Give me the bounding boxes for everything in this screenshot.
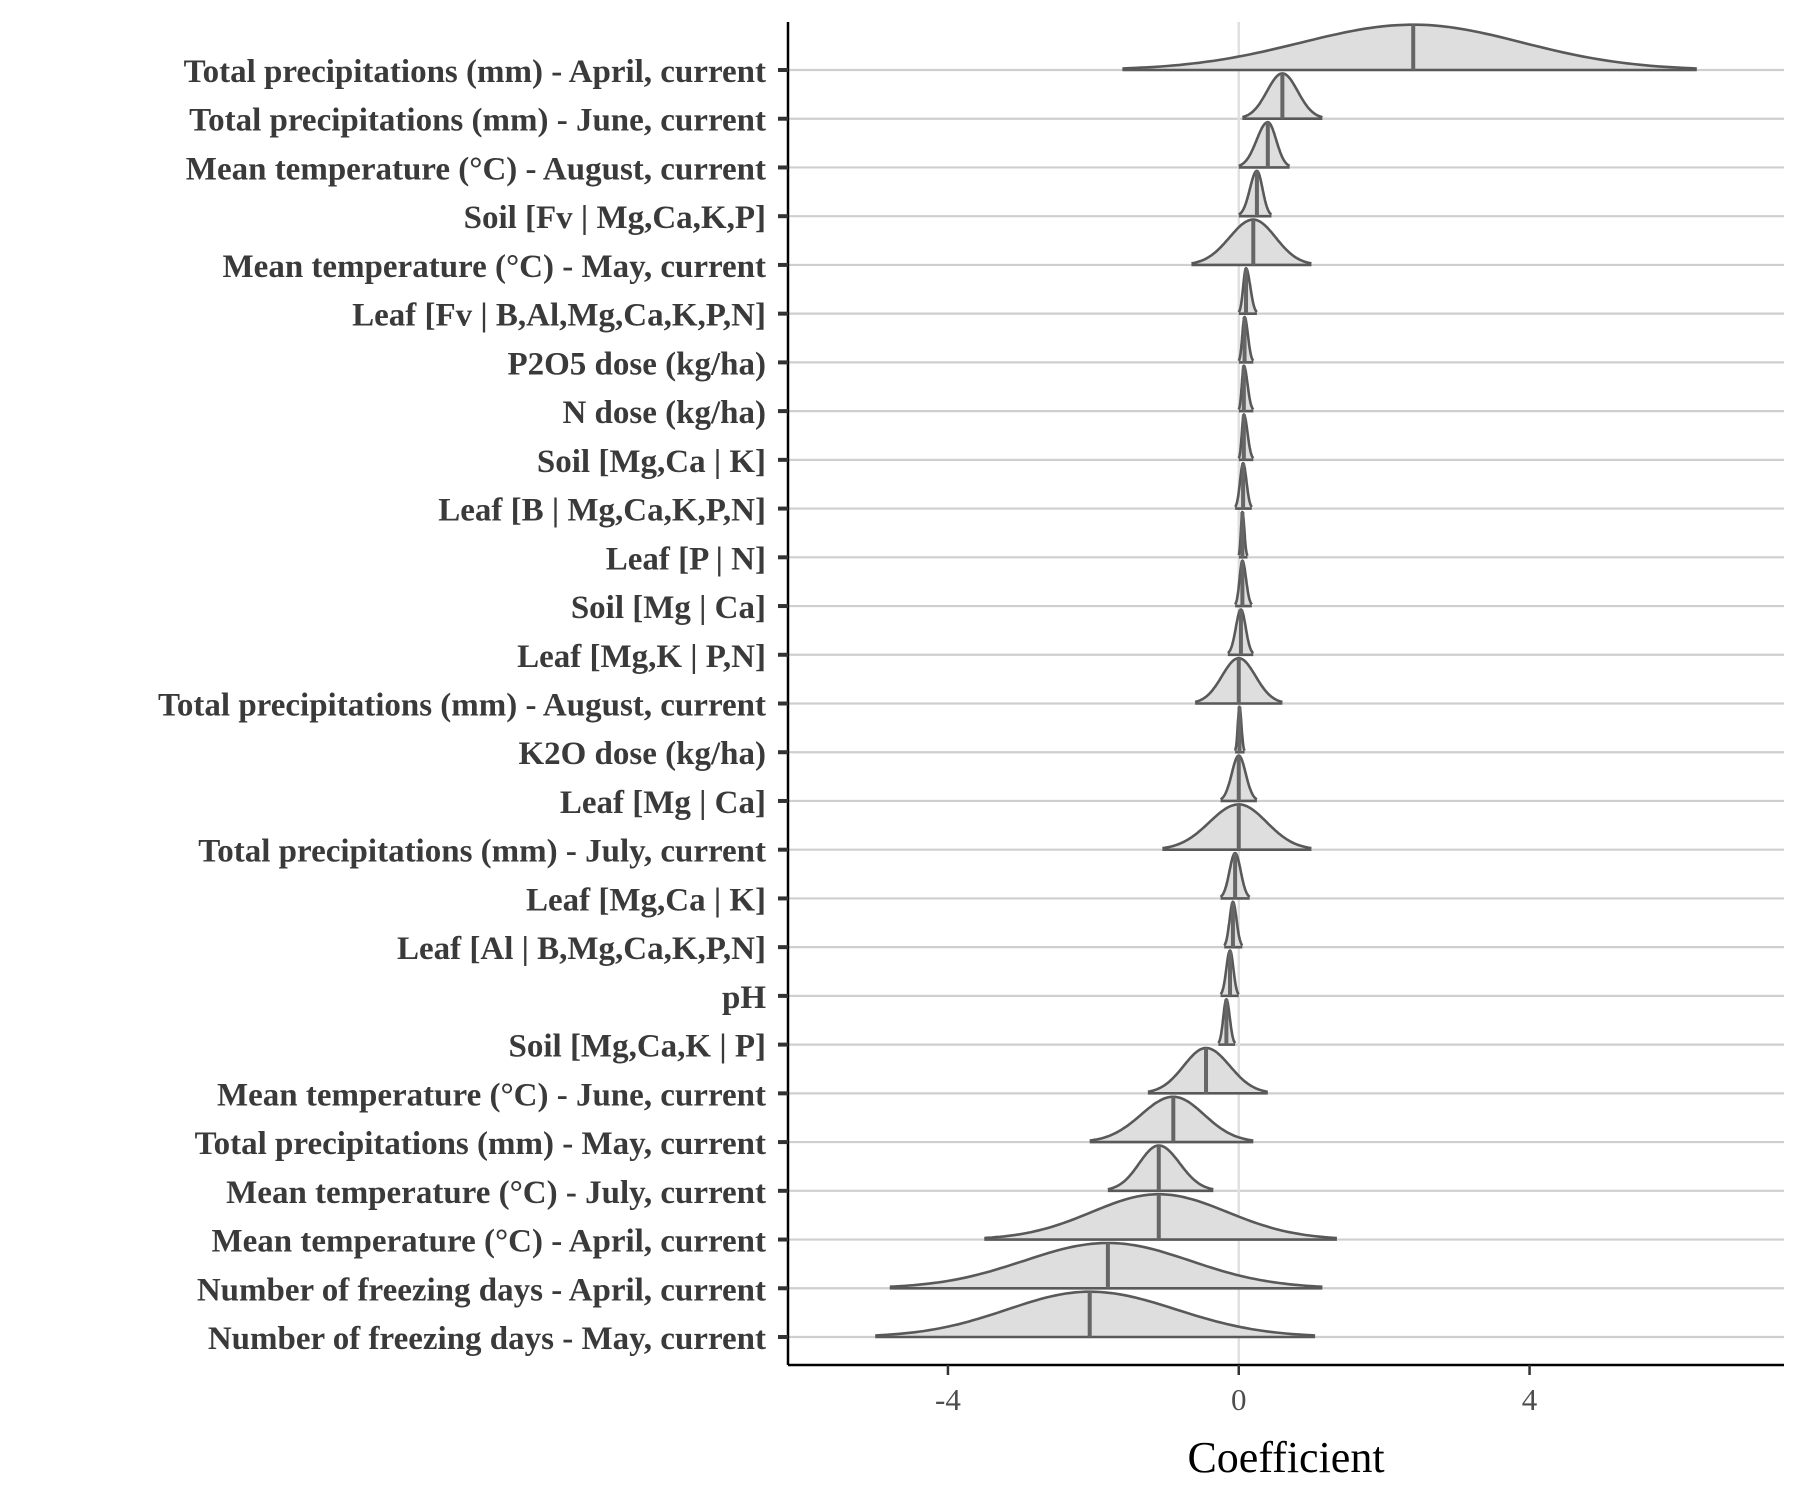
ridge-outline-17 — [1219, 851, 1251, 898]
ridge-outline-8 — [1237, 412, 1255, 460]
x-axis-ticks: -4 0 4 — [935, 1365, 1538, 1417]
y-label-7: N dose (kg/ha) — [562, 395, 766, 431]
ridge-outline-7 — [1237, 364, 1255, 411]
axes-layer — [786, 22, 1784, 1367]
ridge-outline-0 — [1122, 23, 1697, 70]
ridge-fill-26 — [875, 1291, 1316, 1337]
y-label-22: Total precipitations (mm) - May, current — [195, 1126, 766, 1162]
x-axis-title: Coefficient — [1187, 1433, 1384, 1482]
y-label-9: Leaf [B | Mg,Ca,K,P,N] — [438, 493, 766, 529]
y-label-16: Total precipitations (mm) - July, curren… — [198, 834, 766, 870]
y-label-14: K2O dose (kg/ha) — [518, 736, 766, 772]
y-label-20: Soil [Mg,Ca,K | P] — [509, 1029, 767, 1065]
y-label-24: Mean temperature (°C) - April, current — [212, 1224, 767, 1260]
y-label-4: Mean temperature (°C) - May, current — [223, 249, 766, 285]
y-label-2: Mean temperature (°C) - August, current — [186, 151, 766, 187]
y-label-13: Total precipitations (mm) - August, curr… — [158, 688, 766, 724]
y-label-10: Leaf [P | N] — [606, 541, 766, 577]
y-label-15: Leaf [Mg | Ca] — [560, 785, 766, 821]
y-label-1: Total precipitations (mm) - June, curren… — [189, 103, 766, 139]
ridge-outline-15 — [1220, 754, 1258, 801]
y-label-6: P2O5 dose (kg/ha) — [507, 346, 766, 382]
ridges-layer — [875, 23, 1697, 1339]
y-axis-labels: Total precipitations (mm) - April, curre… — [158, 54, 788, 1357]
y-label-21: Mean temperature (°C) - June, current — [217, 1077, 766, 1113]
y-label-5: Leaf [Fv | B,Al,Mg,Ca,K,P,N] — [352, 298, 766, 334]
y-label-0: Total precipitations (mm) - April, curre… — [184, 54, 766, 90]
ridge-fill-2 — [1238, 122, 1290, 168]
y-label-17: Leaf [Mg,Ca | K] — [526, 882, 766, 918]
y-label-19: pH — [722, 980, 766, 1016]
x-tick-label-2: 4 — [1522, 1382, 1538, 1417]
y-label-11: Soil [Mg | Ca] — [571, 590, 766, 626]
y-label-12: Leaf [Mg,K | P,N] — [517, 639, 766, 675]
y-label-26: Number of freezing days - May, current — [208, 1321, 766, 1357]
ridge-outline-1 — [1241, 72, 1323, 119]
x-tick-label-1: 0 — [1231, 1382, 1247, 1417]
ridge-fill-0 — [1122, 24, 1697, 70]
ridge-outline-2 — [1238, 120, 1291, 168]
y-label-23: Mean temperature (°C) - July, current — [226, 1175, 766, 1211]
x-tick-label-0: -4 — [935, 1382, 961, 1417]
ridge-outline-26 — [875, 1290, 1316, 1337]
y-label-3: Soil [Fv | Mg,Ca,K,P] — [464, 200, 766, 236]
y-label-18: Leaf [Al | B,Mg,Ca,K,P,N] — [397, 931, 766, 967]
y-label-25: Number of freezing days - April, current — [197, 1272, 766, 1308]
y-label-8: Soil [Mg,Ca | K] — [537, 444, 766, 480]
ridge-outline-24 — [984, 1192, 1337, 1240]
